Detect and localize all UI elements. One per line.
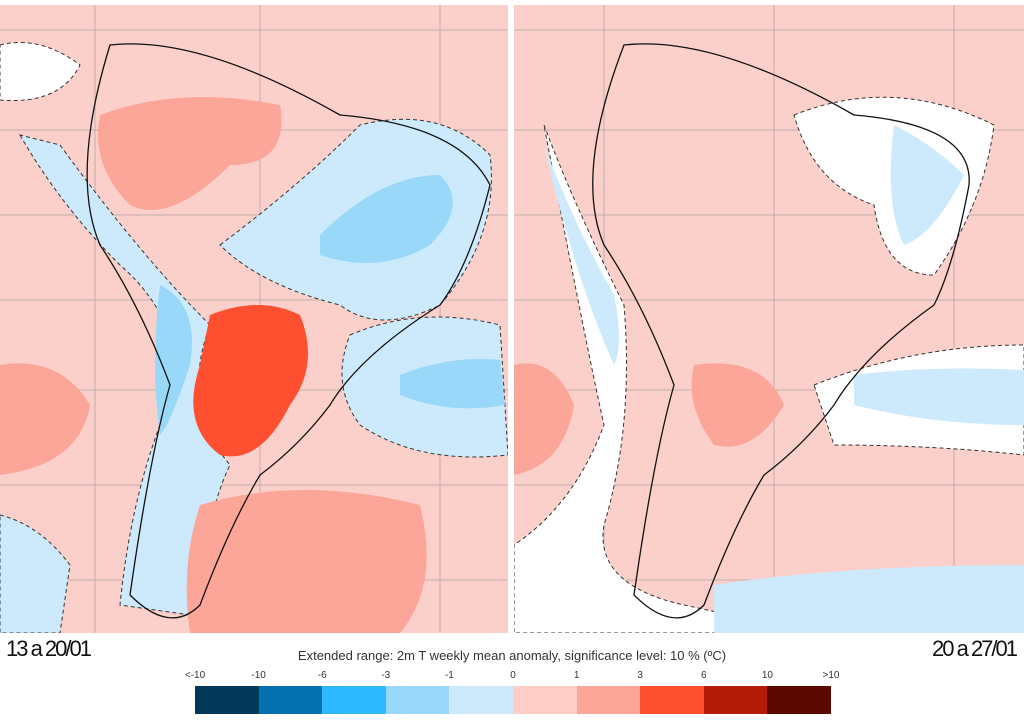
cool-anomaly-region xyxy=(714,565,1024,633)
map-panel-week2 xyxy=(514,5,1024,633)
cool-anomaly-region xyxy=(320,175,453,263)
legend-tick-label: 10 xyxy=(761,670,773,681)
legend-color-swatch xyxy=(640,686,704,714)
map-panel-week1 xyxy=(0,5,508,633)
legend-color-swatch xyxy=(258,686,323,714)
legend-color-swatch xyxy=(195,686,259,714)
legend-color-swatch xyxy=(385,686,450,714)
legend-ticks: <-10 -10 -6 -3 -1 0 1 3 6 10 >10 xyxy=(185,670,840,684)
legend-color-swatch xyxy=(322,686,386,714)
cool-anomaly-region xyxy=(890,125,964,245)
legend-color-swatch xyxy=(576,686,641,714)
legend-tick-label: -6 xyxy=(317,670,327,681)
warm-anomaly-region xyxy=(691,363,784,447)
warm-anomaly-region xyxy=(186,490,427,633)
legend-color-swatch xyxy=(449,686,513,714)
map-title: Extended range: 2m T weekly mean anomaly… xyxy=(297,648,727,663)
cool-anomaly-region xyxy=(854,368,1024,425)
legend-tick-label: 6 xyxy=(701,670,707,681)
warm-anomaly-region xyxy=(98,97,282,210)
neutral-anomaly-region xyxy=(0,42,81,102)
legend-color-swatch xyxy=(512,686,577,714)
cool-anomaly-region xyxy=(400,359,505,409)
legend-tick-label: 3 xyxy=(637,670,643,681)
legend-tick-label: <-10 xyxy=(184,670,206,681)
anomaly-map-week1 xyxy=(0,5,508,633)
legend-tick-label: -3 xyxy=(381,670,391,681)
warm-anomaly-region xyxy=(193,305,308,457)
cool-anomaly-region xyxy=(155,285,192,435)
legend-tick-label: >10 xyxy=(822,670,840,681)
legend-tick-label: 0 xyxy=(510,670,516,681)
legend-tick-label: 1 xyxy=(573,670,580,681)
legend-tick-label: -1 xyxy=(444,670,454,681)
coastline xyxy=(592,43,970,619)
legend-colorbar xyxy=(195,686,831,714)
warm-anomaly-region xyxy=(514,363,574,475)
week2-date-label: 20 a 27/01 xyxy=(932,636,1018,661)
cool-anomaly-region xyxy=(0,514,71,633)
week1-date-label: 13 a 20/01 xyxy=(6,636,92,661)
legend-color-swatch xyxy=(703,686,768,714)
cool-anomaly-region xyxy=(544,145,619,365)
legend-color-swatch xyxy=(767,686,831,714)
coastline xyxy=(86,43,491,619)
anomaly-map-week2 xyxy=(514,5,1024,633)
warm-anomaly-region xyxy=(0,363,90,475)
legend-tick-label: -10 xyxy=(251,670,266,681)
